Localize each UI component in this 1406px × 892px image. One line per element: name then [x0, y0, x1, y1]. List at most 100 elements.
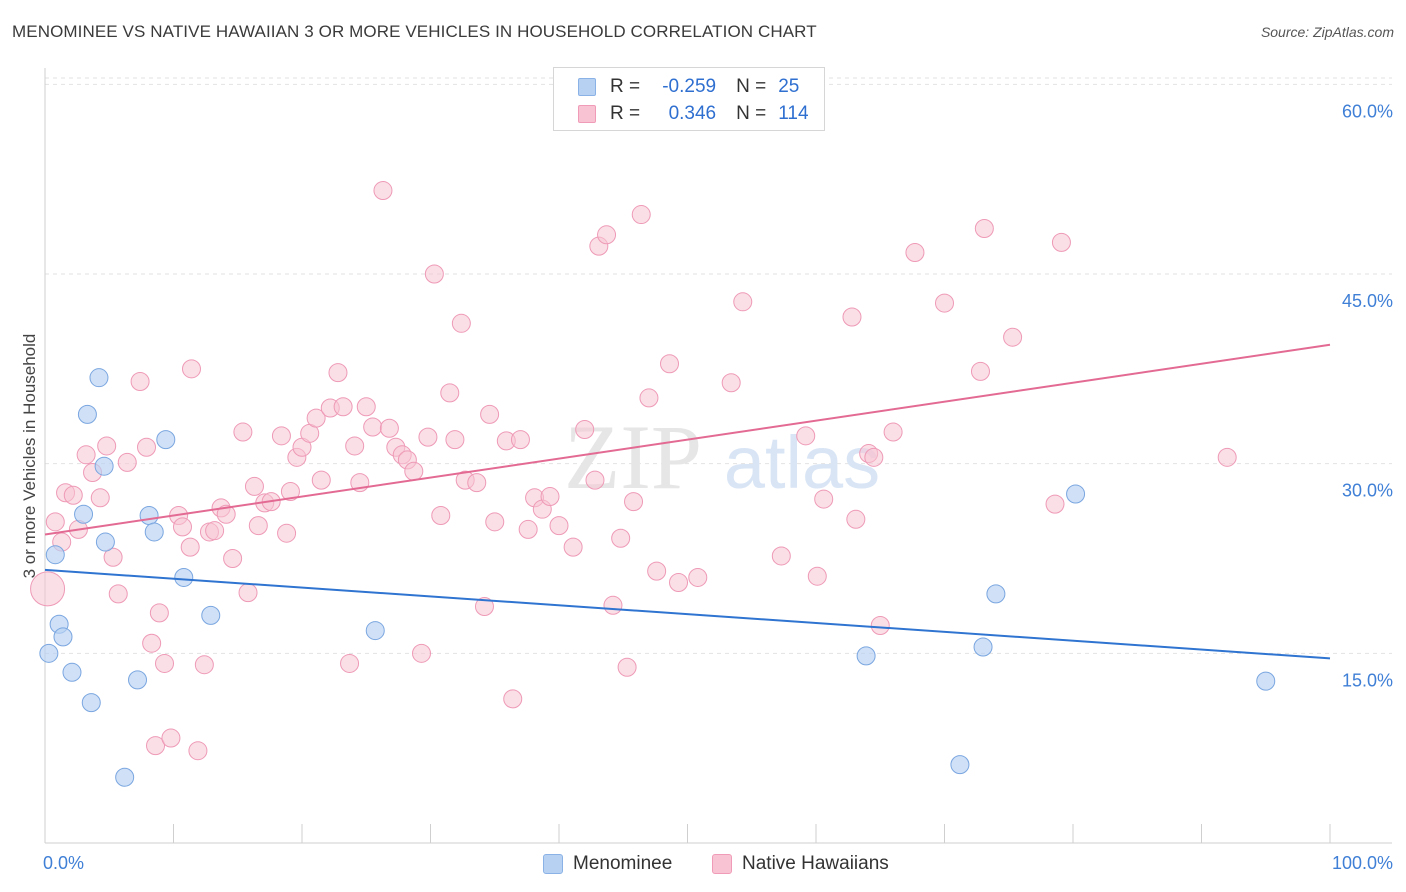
native-hawaiians-point — [624, 492, 644, 512]
legend-n-value: 114 — [778, 103, 809, 124]
native-hawaiians-point — [248, 516, 268, 536]
menominee-point — [1066, 484, 1086, 504]
menominee-point — [144, 522, 164, 542]
native-hawaiians-point — [356, 397, 376, 417]
native-hawaiians-point — [585, 470, 605, 490]
native-hawaiians-point — [63, 485, 83, 505]
legend-swatch-menominee — [543, 854, 563, 874]
native-hawaiians-point — [194, 655, 214, 675]
legend-swatch-menominee — [578, 78, 596, 96]
legend-r-label: R = — [610, 103, 641, 124]
native-hawaiians-point — [540, 487, 560, 507]
native-hawaiians-point — [639, 388, 659, 408]
menominee-point — [39, 643, 59, 663]
menominee-point — [986, 584, 1006, 604]
native-hawaiians-point — [974, 218, 994, 238]
native-hawaiians-point — [205, 521, 225, 541]
bottom-legend-native-hawaiians[interactable]: Native Hawaiians — [712, 852, 889, 876]
native-hawaiians-point — [807, 566, 827, 586]
native-hawaiians-point — [935, 293, 954, 313]
menominee-point — [94, 456, 114, 476]
native-hawaiians-point — [216, 504, 236, 524]
correlation-legend: R = -0.259 N = 25 R = 0.346 N = 114 — [553, 67, 825, 131]
native-hawaiians-point — [883, 422, 903, 442]
native-hawaiians-point — [864, 447, 884, 467]
native-hawaiians-point — [970, 361, 990, 381]
menominee-point — [201, 605, 221, 625]
native-hawaiians-point — [796, 426, 816, 446]
native-hawaiians-point — [155, 653, 175, 673]
menominee-point — [77, 404, 97, 424]
native-hawaiians-point — [1051, 232, 1071, 252]
native-hawaiians-point — [146, 736, 166, 756]
native-hawaiians-point — [311, 470, 331, 490]
chart-title: MENOMINEE VS NATIVE HAWAIIAN 3 OR MORE V… — [12, 22, 817, 41]
legend-swatch-native-hawaiians — [578, 105, 596, 123]
native-hawaiians-point — [130, 371, 150, 391]
legend-r-label: R = — [610, 76, 641, 97]
native-hawaiians-point — [485, 512, 505, 532]
native-hawaiians-point — [510, 430, 530, 450]
menominee-point — [856, 646, 876, 666]
native-hawaiians-point — [451, 313, 471, 333]
menominee-point — [89, 368, 109, 388]
bottom-legend-menominee[interactable]: Menominee — [543, 852, 672, 876]
y-tick-label: 30.0% — [1342, 481, 1393, 501]
menominee-point — [45, 545, 65, 565]
native-hawaiians-point — [271, 426, 291, 446]
native-hawaiians-point — [188, 741, 208, 761]
native-hawaiians-point — [238, 583, 258, 603]
native-hawaiians-point — [30, 571, 66, 607]
menominee-point — [53, 627, 73, 647]
menominee-point — [128, 670, 148, 690]
menominee-point — [174, 567, 194, 587]
native-hawaiians-point — [418, 427, 438, 447]
native-hawaiians-point — [688, 567, 708, 587]
menominee-point — [1256, 671, 1276, 691]
native-hawaiians-point — [660, 354, 680, 374]
menominee-point — [156, 430, 176, 450]
native-hawaiians-point — [1003, 327, 1023, 347]
native-hawaiians-point — [563, 537, 583, 557]
menominee-point — [95, 532, 115, 552]
x-tick-label-max: 100.0% — [1332, 853, 1393, 873]
native-hawaiians-point — [905, 242, 925, 262]
native-hawaiians-point — [424, 264, 444, 284]
native-hawaiians-point — [846, 509, 866, 529]
native-hawaiians-point — [137, 437, 157, 457]
legend-n-label: N = — [736, 103, 767, 124]
trend-lines — [44, 343, 1331, 660]
native-hawaiians-point — [233, 422, 253, 442]
native-hawaiians-point — [870, 616, 890, 636]
native-hawaiians-point — [306, 408, 326, 428]
menominee-point — [139, 506, 159, 526]
menominee-trend-line — [44, 568, 1331, 660]
native-hawaiians-point — [733, 292, 753, 312]
axes — [44, 68, 1392, 844]
menominee-point — [81, 693, 101, 713]
native-hawaiians-point — [611, 528, 631, 548]
native-hawaiians-point — [575, 420, 595, 440]
native-hawaiians-point — [631, 205, 651, 225]
y-axis-title: 3 or more Vehicles in Household — [20, 334, 39, 579]
native-hawaiians-point — [328, 363, 348, 383]
native-hawaiians-point — [161, 728, 181, 748]
legend-n-value: 25 — [778, 76, 800, 97]
native-hawaiians-point — [97, 436, 117, 456]
legend-r-value: 0.346 — [668, 103, 717, 124]
native-hawaiians-point — [117, 452, 137, 472]
y-tick-label: 45.0% — [1342, 291, 1393, 311]
native-hawaiians-point — [1217, 447, 1237, 467]
native-hawaiians-point — [333, 397, 353, 417]
native-hawaiians-point — [404, 461, 424, 481]
native-hawaiians-point — [440, 383, 460, 403]
menominee-point — [365, 621, 385, 641]
menominee-point — [62, 662, 82, 682]
native-hawaiians-point — [142, 633, 162, 653]
native-hawaiians-point — [467, 473, 487, 493]
legend-label-menominee: Menominee — [573, 853, 673, 874]
native-hawaiians-trend-line — [44, 343, 1331, 536]
native-hawaiians-point — [280, 481, 300, 501]
native-hawaiians-point — [244, 476, 264, 496]
